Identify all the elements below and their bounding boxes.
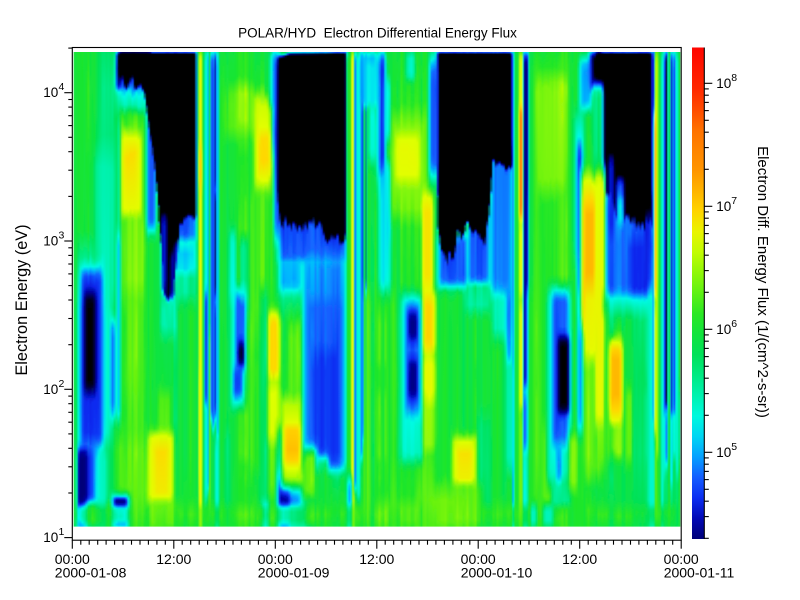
svg-text:10: 10	[43, 382, 58, 397]
svg-text:10: 10	[716, 199, 731, 214]
svg-text:POLAR/HYD Electron Differenti: POLAR/HYD Electron Differential Energy F…	[238, 26, 517, 41]
svg-text:Electron Diff. Energy Flux (1/: Electron Diff. Energy Flux (1/(cm^2-s-sr…	[754, 146, 771, 418]
svg-text:4: 4	[59, 81, 65, 93]
svg-text:5: 5	[731, 441, 737, 453]
svg-text:10: 10	[716, 322, 731, 337]
svg-text:10: 10	[43, 530, 58, 545]
svg-text:10: 10	[716, 445, 731, 460]
svg-text:2000-01-11: 2000-01-11	[664, 565, 735, 581]
svg-text:Electron Energy (eV): Electron Energy (eV)	[13, 224, 31, 375]
svg-text:6: 6	[731, 318, 737, 330]
svg-text:3: 3	[59, 230, 65, 242]
svg-text:2000-01-09: 2000-01-09	[258, 565, 330, 581]
svg-text:00:00: 00:00	[664, 551, 699, 567]
svg-text:12:00: 12:00	[562, 551, 597, 567]
svg-text:10: 10	[716, 76, 731, 91]
svg-text:10: 10	[43, 85, 58, 100]
svg-text:2: 2	[59, 378, 65, 390]
svg-text:12:00: 12:00	[156, 551, 191, 567]
svg-text:00:00: 00:00	[258, 551, 293, 567]
svg-text:00:00: 00:00	[55, 551, 90, 567]
svg-text:7: 7	[731, 195, 737, 207]
svg-text:2000-01-10: 2000-01-10	[461, 565, 533, 581]
svg-text:00:00: 00:00	[461, 551, 496, 567]
svg-text:1: 1	[59, 526, 65, 538]
svg-text:10: 10	[43, 234, 58, 249]
svg-text:8: 8	[731, 72, 737, 84]
svg-text:12:00: 12:00	[359, 551, 394, 567]
svg-text:2000-01-08: 2000-01-08	[55, 565, 127, 581]
